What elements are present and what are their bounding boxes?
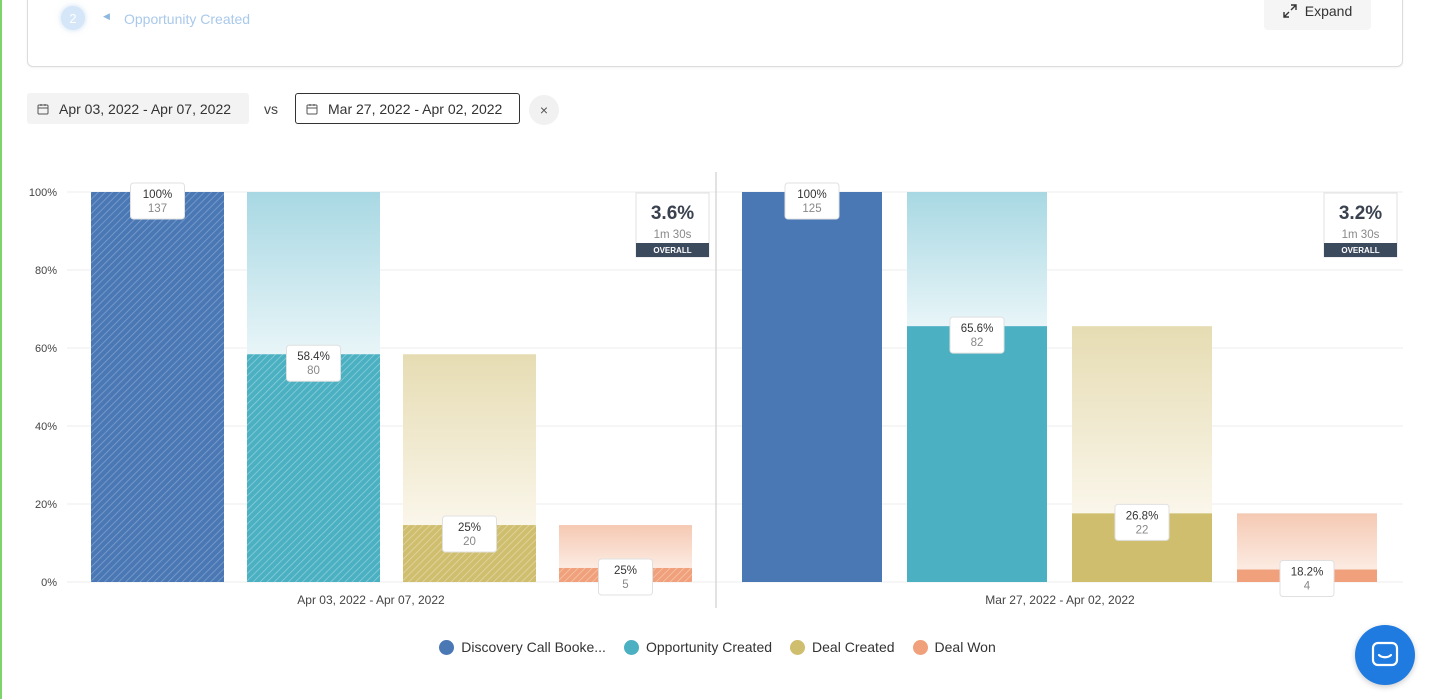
bar-percent-label: 18.2% [1291,567,1324,579]
bar-dropoff [1072,326,1212,514]
bar-count-label: 22 [1136,524,1149,536]
x-group-label: Apr 03, 2022 - Apr 07, 2022 [297,593,445,607]
left-edge-accent [0,0,2,699]
overall-time: 1m 30s [654,229,692,241]
legend-dot [623,639,639,655]
bar-dropoff [247,192,380,355]
overall-time: 1m 30s [1342,229,1380,241]
bar-count-label: 82 [971,337,984,349]
y-tick-label: 0% [41,577,57,589]
bar-percent-label: 25% [458,522,481,534]
bar-count-label: 80 [307,365,320,377]
legend-item-deal-won[interactable]: Deal Won [912,639,996,655]
calendar-icon [306,103,318,114]
bar-label-box [442,515,497,553]
bar [907,326,1047,582]
legend-dot [912,639,928,655]
step-label: Opportunity Created [124,11,251,27]
bar-count-label: 125 [802,203,821,215]
y-tick-label: 60% [35,343,57,355]
compare-date-label: Mar 27, 2022 - Apr 02, 2022 [328,100,503,117]
step-arrow-icon: ◀ [103,11,110,21]
bar [91,192,224,582]
bar-percent-label: 58.4% [297,351,330,363]
legend-dot [790,639,806,655]
legend-item-opportunity[interactable]: Opportunity Created [623,639,773,655]
overall-tag-label: OVERALL [653,246,691,255]
bar-percent-label: 26.8% [1126,510,1159,522]
chart-group: 100% 125 65.6% 82 26.8% 22 18.2% 4 Mar 27, 2022 … [742,182,1398,607]
bar-label-box [1114,503,1170,541]
close-icon: × [539,102,549,118]
bar-label-box [784,182,840,220]
bar-dropoff [403,354,536,526]
chat-widget-button[interactable] [1355,625,1415,685]
primary-date-range[interactable]: Apr 03, 2022 - Apr 07, 2022 [27,93,249,124]
funnel-step-card: 2 ◀ Opportunity Created Expand [27,0,1403,67]
overall-tag [636,243,709,257]
bar-label-box [598,558,653,596]
expand-icon [1283,4,1297,18]
bar-count-label: 4 [1304,581,1311,593]
chart-group: 100% 137 58.4% 80 25% 20 25% 5 Apr 03, 2022 - Ap… [91,182,710,607]
y-tick-label: 100% [29,187,57,199]
bar-percent-label: 25% [614,565,637,577]
bar-label-box [1279,560,1335,598]
legend-label: Opportunity Created [645,639,773,655]
calendar-icon [37,103,49,114]
vs-label: vs [264,101,278,117]
legend-dot [439,639,455,655]
bar-label-box [130,182,185,220]
legend-label: Deal Won [934,639,996,655]
bar-count-label: 137 [148,203,167,215]
bar-label-box [286,344,341,382]
legend-label: Discovery Call Booke... [461,639,606,655]
chat-bubble-icon [1371,641,1399,667]
bar-count-label: 5 [622,579,628,591]
overall-percent: 3.6% [651,203,694,224]
x-group-label: Mar 27, 2022 - Apr 02, 2022 [985,593,1135,607]
y-tick-label: 40% [35,421,57,433]
overall-tag [1324,243,1397,257]
bar-percent-label: 65.6% [961,323,994,335]
legend-item-deal-created[interactable]: Deal Created [790,639,895,655]
legend-item-discovery[interactable]: Discovery Call Booke... [439,639,606,655]
overall-percent: 3.2% [1339,203,1382,224]
bar [247,354,380,582]
bar [742,192,882,582]
overall-tag-label: OVERALL [1341,246,1379,255]
bar-percent-label: 100% [143,189,172,201]
bar-count-label: 20 [463,536,476,548]
bar-dropoff [907,192,1047,327]
y-tick-label: 80% [35,265,57,277]
step-number-badge: 2 [61,6,85,30]
primary-date-label: Apr 03, 2022 - Apr 07, 2022 [59,100,232,117]
bar-label-box [949,316,1005,354]
expand-button[interactable]: Expand [1264,0,1371,30]
y-tick-label: 20% [35,499,57,511]
clear-compare-button[interactable]: × [529,95,559,125]
legend-label: Deal Created [812,639,895,655]
bar-percent-label: 100% [797,189,826,201]
chart-legend: Discovery Call Booke... Opportunity Crea… [0,639,1429,655]
expand-label: Expand [1304,3,1353,19]
compare-date-range[interactable]: Mar 27, 2022 - Apr 02, 2022 [295,93,520,124]
